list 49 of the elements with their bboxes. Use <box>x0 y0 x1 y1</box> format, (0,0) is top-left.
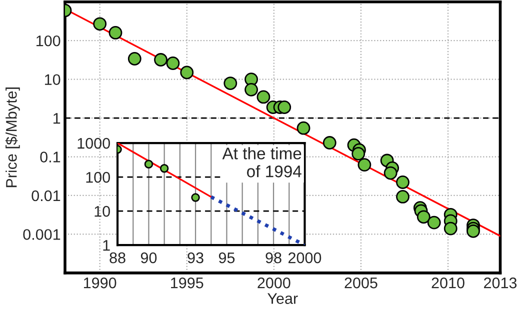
point <box>322 136 336 150</box>
y-tick-label: 0.01 <box>32 190 60 202</box>
y-tick-label: 10 <box>94 206 110 217</box>
y-axis-title: Price [$/Mbyte] <box>5 88 20 188</box>
y-tick-label: 0.1 <box>40 152 60 162</box>
point <box>278 100 292 114</box>
point <box>128 52 142 66</box>
point <box>256 90 270 104</box>
y-tick-label: 100 <box>86 172 110 183</box>
point <box>244 82 258 96</box>
y-tick-label: 100 <box>36 35 60 46</box>
point <box>358 158 372 172</box>
x-tick-label: 2005 <box>344 278 378 288</box>
y-tick-label: 0.001 <box>23 229 60 240</box>
y-tick-label: 10 <box>45 74 60 86</box>
point <box>296 121 310 135</box>
x-tick-label: 1990 <box>84 278 116 288</box>
point <box>160 164 169 173</box>
point <box>352 146 366 160</box>
x-tick-label: 2010 <box>432 278 464 288</box>
x-tick-label: 2013 <box>484 278 517 288</box>
x-tick-label: 98 <box>266 252 282 264</box>
x-tick-label: 2000 <box>258 278 290 288</box>
y-tick-label: 1 <box>103 240 110 251</box>
x-tick-label: 90 <box>140 252 157 264</box>
y-tick-label: 1 <box>54 113 60 124</box>
point <box>144 160 154 168</box>
x-tick-label: 2000 <box>288 252 322 264</box>
point <box>416 210 430 224</box>
point <box>427 216 441 230</box>
annotation: At the time of 1994 <box>222 147 302 178</box>
point <box>180 66 194 80</box>
x-tick-label: 1995 <box>171 278 204 288</box>
x-tick-label: 95 <box>218 252 235 264</box>
point <box>396 190 410 204</box>
point <box>444 222 458 236</box>
point <box>384 166 398 180</box>
point <box>224 76 238 90</box>
point <box>93 17 107 31</box>
x-axis-title: Year <box>268 293 298 304</box>
point <box>166 56 180 70</box>
point <box>108 26 122 40</box>
point <box>396 176 410 189</box>
x-tick-label: 93 <box>188 252 204 264</box>
y-tick-label: 1000 <box>78 138 110 149</box>
point <box>154 53 168 66</box>
x-tick-label: 88 <box>110 252 126 264</box>
point <box>466 224 480 238</box>
point <box>191 193 200 202</box>
